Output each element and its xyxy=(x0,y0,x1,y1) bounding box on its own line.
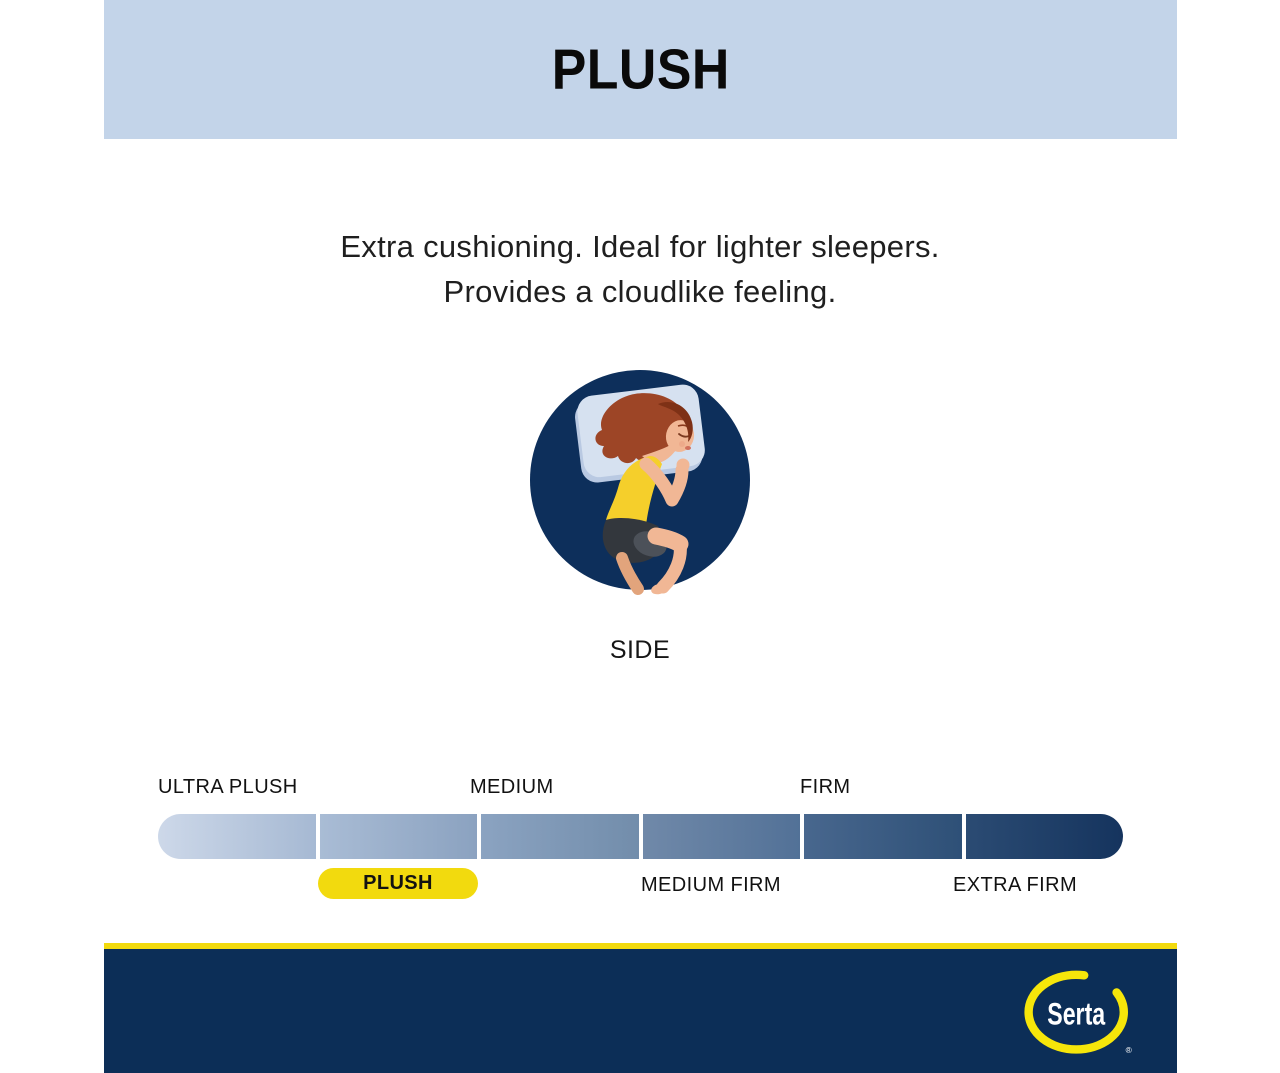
scale-segment-medium-firm xyxy=(642,814,800,859)
label-firm: FIRM xyxy=(800,776,851,798)
front-foot-shape xyxy=(651,583,667,595)
label-medium-firm: MEDIUM FIRM xyxy=(641,874,781,896)
front-calf-shape xyxy=(656,537,687,594)
scale-segment-extra-firm xyxy=(965,814,1123,859)
description-line-2: Provides a cloudlike feeling. xyxy=(443,274,837,309)
description-line-1: Extra cushioning. Ideal for lighter slee… xyxy=(340,229,940,264)
cheek-blush-shape xyxy=(679,441,685,447)
hair-front-shape xyxy=(658,402,693,442)
description-text: Extra cushioning. Ideal for lighter slee… xyxy=(0,224,1280,314)
registered-mark: ® xyxy=(1126,1045,1133,1055)
serta-logo: Serta ® xyxy=(1024,970,1133,1055)
scale-top-labels: ULTRA PLUSH MEDIUM FIRM xyxy=(158,776,1123,814)
title-banner: PLUSH xyxy=(104,0,1177,139)
closed-eye-shape xyxy=(678,433,690,438)
scale-segment-plush xyxy=(319,814,477,859)
firmness-scale: ULTRA PLUSH MEDIUM FIRM PLUSH MEDIUM FIR… xyxy=(158,776,1123,900)
page-title: PLUSH xyxy=(551,38,730,101)
firmness-bar xyxy=(158,814,1123,859)
side-sleeper-icon xyxy=(530,370,750,595)
yellow-divider xyxy=(104,943,1177,949)
hair-shape xyxy=(595,393,685,464)
label-ultra-plush: ULTRA PLUSH xyxy=(158,776,298,798)
brand-wordmark: Serta xyxy=(1047,995,1105,1031)
scale-segment-medium xyxy=(481,814,639,859)
selected-firmness-badge: PLUSH xyxy=(318,868,478,899)
scale-bottom-labels: PLUSH MEDIUM FIRM EXTRA FIRM xyxy=(158,868,1123,900)
back-leg-shape xyxy=(616,552,644,595)
logo-swoosh-icon xyxy=(1024,970,1128,1054)
lips-shape xyxy=(685,446,691,450)
sleep-position-label: SIDE xyxy=(609,636,671,664)
label-extra-firm: EXTRA FIRM xyxy=(953,874,1078,896)
footer-bar: Serta ® xyxy=(104,949,1177,1073)
arm-shape xyxy=(639,457,689,507)
scale-segment-ultra-plush xyxy=(158,814,316,859)
label-medium: MEDIUM xyxy=(470,776,554,798)
scale-segment-firm xyxy=(804,814,962,859)
hand-shape xyxy=(676,458,690,472)
